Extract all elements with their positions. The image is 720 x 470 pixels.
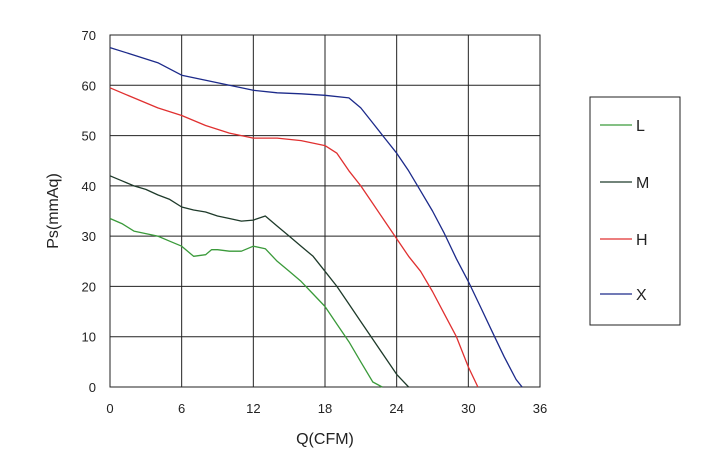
y-tick-label: 20 xyxy=(82,279,96,294)
x-axis-title: Q(CFM) xyxy=(296,431,354,448)
series-line-m xyxy=(109,175,410,388)
x-tick-labels: 0 6 12 18 24 30 36 xyxy=(106,401,547,416)
legend-label-x: X xyxy=(636,287,647,304)
y-tick-label: 0 xyxy=(89,380,96,395)
series-line-h xyxy=(109,87,479,388)
grid xyxy=(109,34,541,388)
x-tick-label: 36 xyxy=(533,401,547,416)
y-tick-label: 60 xyxy=(82,78,96,93)
y-tick-label: 50 xyxy=(82,129,96,144)
x-tick-label: 0 xyxy=(106,401,113,416)
series-line-x xyxy=(109,46,523,388)
y-tick-label: 70 xyxy=(82,28,96,43)
series-line-l xyxy=(109,217,383,388)
x-tick-label: 12 xyxy=(246,401,260,416)
x-tick-label: 30 xyxy=(461,401,475,416)
x-tick-label: 18 xyxy=(318,401,332,416)
plot-frame xyxy=(109,34,541,388)
y-axis-title: Ps(mmAq) xyxy=(45,173,62,249)
x-tick-label: 6 xyxy=(178,401,185,416)
legend-label-m: M xyxy=(636,175,649,192)
curves xyxy=(109,46,523,388)
legend-label-h: H xyxy=(636,232,648,249)
legend: L M H X xyxy=(589,96,681,326)
legend-label-l: L xyxy=(636,118,645,135)
legend-box xyxy=(589,96,681,326)
y-tick-label: 30 xyxy=(82,229,96,244)
y-tick-label: 40 xyxy=(82,179,96,194)
y-tick-label: 10 xyxy=(82,330,96,345)
x-tick-label: 24 xyxy=(389,401,403,416)
y-tick-labels: 0 10 20 30 40 50 60 70 xyxy=(82,28,96,395)
